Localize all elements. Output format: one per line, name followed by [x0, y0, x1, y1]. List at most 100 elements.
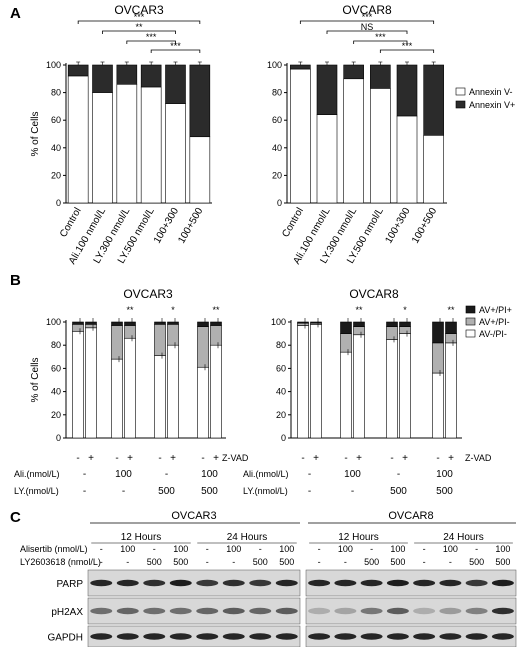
- protein-label-ph2ax: pH2AX: [51, 607, 83, 618]
- zvad-mark: -: [158, 453, 161, 464]
- blot-band-parp: [116, 579, 139, 587]
- significance-bracket: [299, 20, 435, 24]
- bar-av-pos-pi-pos: [85, 321, 97, 325]
- alisertib-mark: 100: [338, 544, 353, 554]
- alisertib-mark: 100: [120, 544, 135, 554]
- blot-band-ph2ax: [222, 607, 245, 615]
- blot-band-gapdh: [116, 633, 139, 640]
- x-tick-label: 100+500: [410, 206, 439, 246]
- bar-av-neg-pi-neg: [111, 358, 123, 439]
- blot-band-gapdh: [465, 633, 488, 640]
- alisertib-mark: 100: [495, 544, 510, 554]
- bar-annexin-pos: [165, 64, 186, 104]
- bar-annexin-pos: [290, 64, 311, 70]
- ly-mark: 500: [495, 557, 510, 567]
- y-axis-label: % of Cells: [30, 111, 41, 156]
- legend-label-av-neg-pi-neg: AV-/PI-: [479, 329, 507, 339]
- bar-av-pos-pi-pos: [167, 321, 179, 325]
- bar-annexin-neg: [290, 68, 311, 204]
- y-tick-label: 80: [276, 340, 286, 350]
- bar-av-pos-pi-pos: [154, 321, 166, 325]
- legend-label-av-pos-pi-pos: AV+/PI+: [479, 305, 512, 315]
- bar-annexin-neg: [189, 136, 211, 204]
- bar-annexin-pos: [396, 64, 418, 117]
- zvad-mark: -: [344, 453, 347, 464]
- zvad-mark: -: [390, 453, 393, 464]
- zvad-mark: +: [213, 453, 219, 464]
- bar-av-pos-pi-pos: [340, 321, 352, 334]
- ly-mark: -: [100, 557, 103, 567]
- significance-label: **: [355, 305, 363, 315]
- bar-av-neg-pi-neg: [432, 372, 444, 439]
- bar-av-pos-pi-pos: [432, 321, 444, 344]
- alisertib-mark: -: [100, 544, 103, 554]
- alisertib-mark: 100: [443, 544, 458, 554]
- blot-band-gapdh: [90, 633, 113, 640]
- significance-label: ***: [375, 32, 386, 42]
- significance-label: ***: [170, 41, 181, 51]
- bar-av-pos-pi-neg: [353, 326, 365, 336]
- blot-band-parp: [143, 579, 166, 587]
- y-tick-label: 60: [51, 115, 61, 125]
- blot-band-ph2ax: [360, 607, 383, 615]
- y-tick-label: 40: [272, 143, 282, 153]
- blot-band-gapdh: [169, 633, 192, 640]
- bar-av-pos-pi-neg: [432, 342, 444, 374]
- blot-band-parp: [334, 579, 357, 587]
- y-axis-label: % of Cells: [30, 357, 41, 402]
- timepoint-label: 12 Hours: [121, 532, 162, 543]
- significance-label: NS: [361, 22, 374, 32]
- blot-band-parp: [439, 579, 462, 587]
- x-tick-label: 100+300: [383, 206, 412, 246]
- bar-av-pos-pi-pos: [399, 321, 411, 327]
- alisertib-mark: -: [153, 544, 156, 554]
- ali-mark: 100: [115, 469, 132, 480]
- legend-swatch-av-neg-pi-neg: [465, 329, 476, 338]
- bar-av-pos-pi-neg: [210, 325, 222, 346]
- legend-swatch-annexin-pos: [455, 100, 466, 109]
- chart-title: OVCAR3: [123, 287, 173, 301]
- ly-mark: -: [122, 486, 125, 497]
- blot-band-gapdh: [439, 633, 462, 640]
- ly-mark: 500: [279, 557, 294, 567]
- y-tick-label: 80: [51, 340, 61, 350]
- blot-band-ph2ax: [334, 607, 357, 615]
- y-tick-label: 100: [267, 60, 282, 70]
- bar-annexin-pos: [67, 64, 89, 77]
- alisertib-row-label: Alisertib (nmol/L): [20, 544, 88, 554]
- y-tick-label: 0: [56, 433, 61, 443]
- timepoint-label: 24 Hours: [443, 532, 484, 543]
- blot-band-gapdh: [308, 633, 331, 640]
- blot-band-ph2ax: [491, 607, 514, 615]
- bar-annexin-pos: [423, 64, 444, 136]
- zvad-mark: -: [115, 453, 118, 464]
- ly-row-label: LY.(nmol/L): [243, 486, 288, 496]
- ali-mark: 100: [344, 469, 361, 480]
- blot-strip-gapdh: [87, 625, 301, 647]
- y-tick-label: 80: [51, 88, 61, 98]
- blot-band-gapdh: [386, 633, 409, 640]
- zvad-mark: -: [436, 453, 439, 464]
- legend-swatch-av-pos-pi-neg: [465, 317, 476, 326]
- bar-av-neg-pi-neg: [310, 324, 322, 439]
- timepoint-label: 12 Hours: [338, 532, 379, 543]
- x-tick-label: Control: [58, 206, 84, 239]
- blot-band-parp: [222, 579, 245, 587]
- ly-mark: -: [232, 557, 235, 567]
- bar-annexin-neg: [316, 114, 338, 204]
- ly-mark: 500: [436, 486, 453, 497]
- ali-row-label: Ali.(nmol/L): [14, 469, 60, 479]
- blot-band-parp: [90, 579, 113, 587]
- bar-annexin-neg: [343, 78, 364, 204]
- blot-band-parp: [386, 579, 409, 587]
- zvad-row-label: Z-VAD: [222, 453, 249, 463]
- ly-row-label: LY.(nmol/L): [14, 486, 59, 496]
- y-tick-label: 60: [51, 363, 61, 373]
- panel-letter-a: A: [10, 5, 21, 22]
- significance-bracket: [150, 49, 201, 53]
- bar-av-neg-pi-neg: [399, 333, 411, 439]
- bar-annexin-neg: [423, 135, 444, 204]
